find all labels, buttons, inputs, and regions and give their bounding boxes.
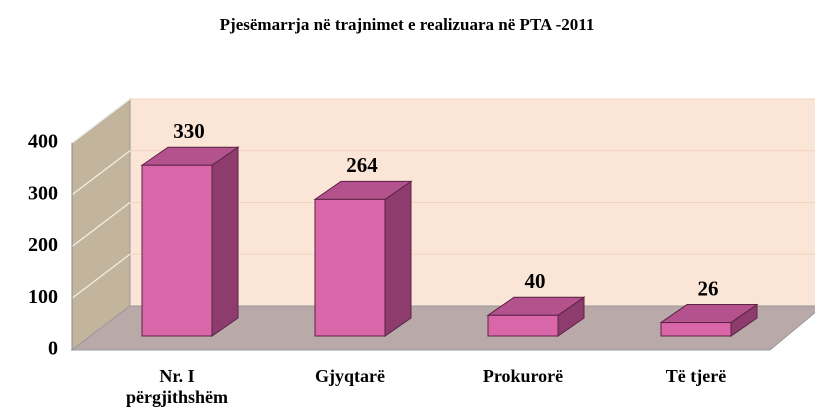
y-tick-label: 0 [48, 338, 58, 360]
bar [141, 164, 213, 337]
y-tick-label: 300 [28, 182, 58, 204]
chart-title: Pjesëmarrja në trajnimet e realizuara në… [220, 15, 595, 34]
y-tick-label: 100 [28, 286, 58, 308]
bar-side [384, 180, 412, 337]
x-tick-label: Gjyqtarë [315, 366, 385, 386]
bar [660, 322, 732, 337]
x-tick-label: Prokurorë [482, 366, 564, 386]
y-tick-label: 400 [28, 131, 58, 153]
bar [487, 314, 559, 337]
data-label: 40 [525, 269, 546, 293]
grid-line [71, 98, 131, 144]
bar [314, 198, 386, 337]
bar-side [211, 146, 239, 337]
grid-line [71, 253, 131, 299]
grid-line [71, 202, 131, 247]
floor [70, 305, 815, 351]
y-tick-label: 200 [28, 234, 58, 256]
x-tick-label: Të tjerë [665, 366, 727, 386]
data-label: 330 [173, 119, 205, 143]
grid-line [71, 150, 131, 196]
data-label: 264 [346, 153, 378, 177]
x-tick-label: Nr. I përgjithshëm [126, 366, 228, 407]
data-label: 26 [698, 276, 719, 300]
